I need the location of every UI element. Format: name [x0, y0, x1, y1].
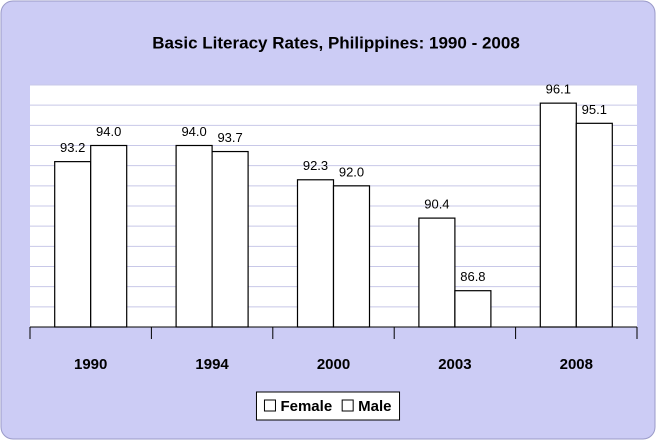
- legend-label: Female: [280, 398, 332, 415]
- value-label: 92.3: [303, 158, 328, 173]
- bar: [54, 161, 92, 328]
- bar: [418, 217, 456, 328]
- chart-title: Basic Literacy Rates, Philippines: 1990 …: [152, 33, 520, 52]
- bar: [332, 185, 371, 328]
- bar: [575, 122, 613, 328]
- bar: [211, 150, 249, 328]
- x-tick-label: 1990: [74, 356, 107, 373]
- bar: [296, 179, 335, 328]
- bar: [175, 144, 213, 328]
- value-label: 94.0: [96, 124, 121, 139]
- bar: [454, 290, 492, 328]
- value-label: 86.8: [460, 269, 485, 284]
- value-label: 93.7: [217, 130, 242, 145]
- x-tick-label: 2008: [560, 356, 593, 373]
- legend-label: Male: [358, 398, 391, 415]
- legend-swatch: [341, 399, 354, 412]
- value-label: 94.0: [181, 124, 206, 139]
- x-tick-label: 2000: [317, 356, 350, 373]
- value-label: 90.4: [424, 197, 449, 212]
- bar: [90, 144, 128, 328]
- value-label: 93.2: [60, 140, 85, 155]
- x-tick-label: 1994: [195, 356, 229, 373]
- value-label: 92.0: [339, 164, 364, 179]
- x-tick-label: 2003: [438, 356, 471, 373]
- value-label: 96.1: [546, 82, 571, 97]
- bar: [539, 102, 577, 328]
- legend: [255, 391, 401, 421]
- value-label: 95.1: [582, 102, 607, 117]
- legend-swatch: [263, 399, 276, 412]
